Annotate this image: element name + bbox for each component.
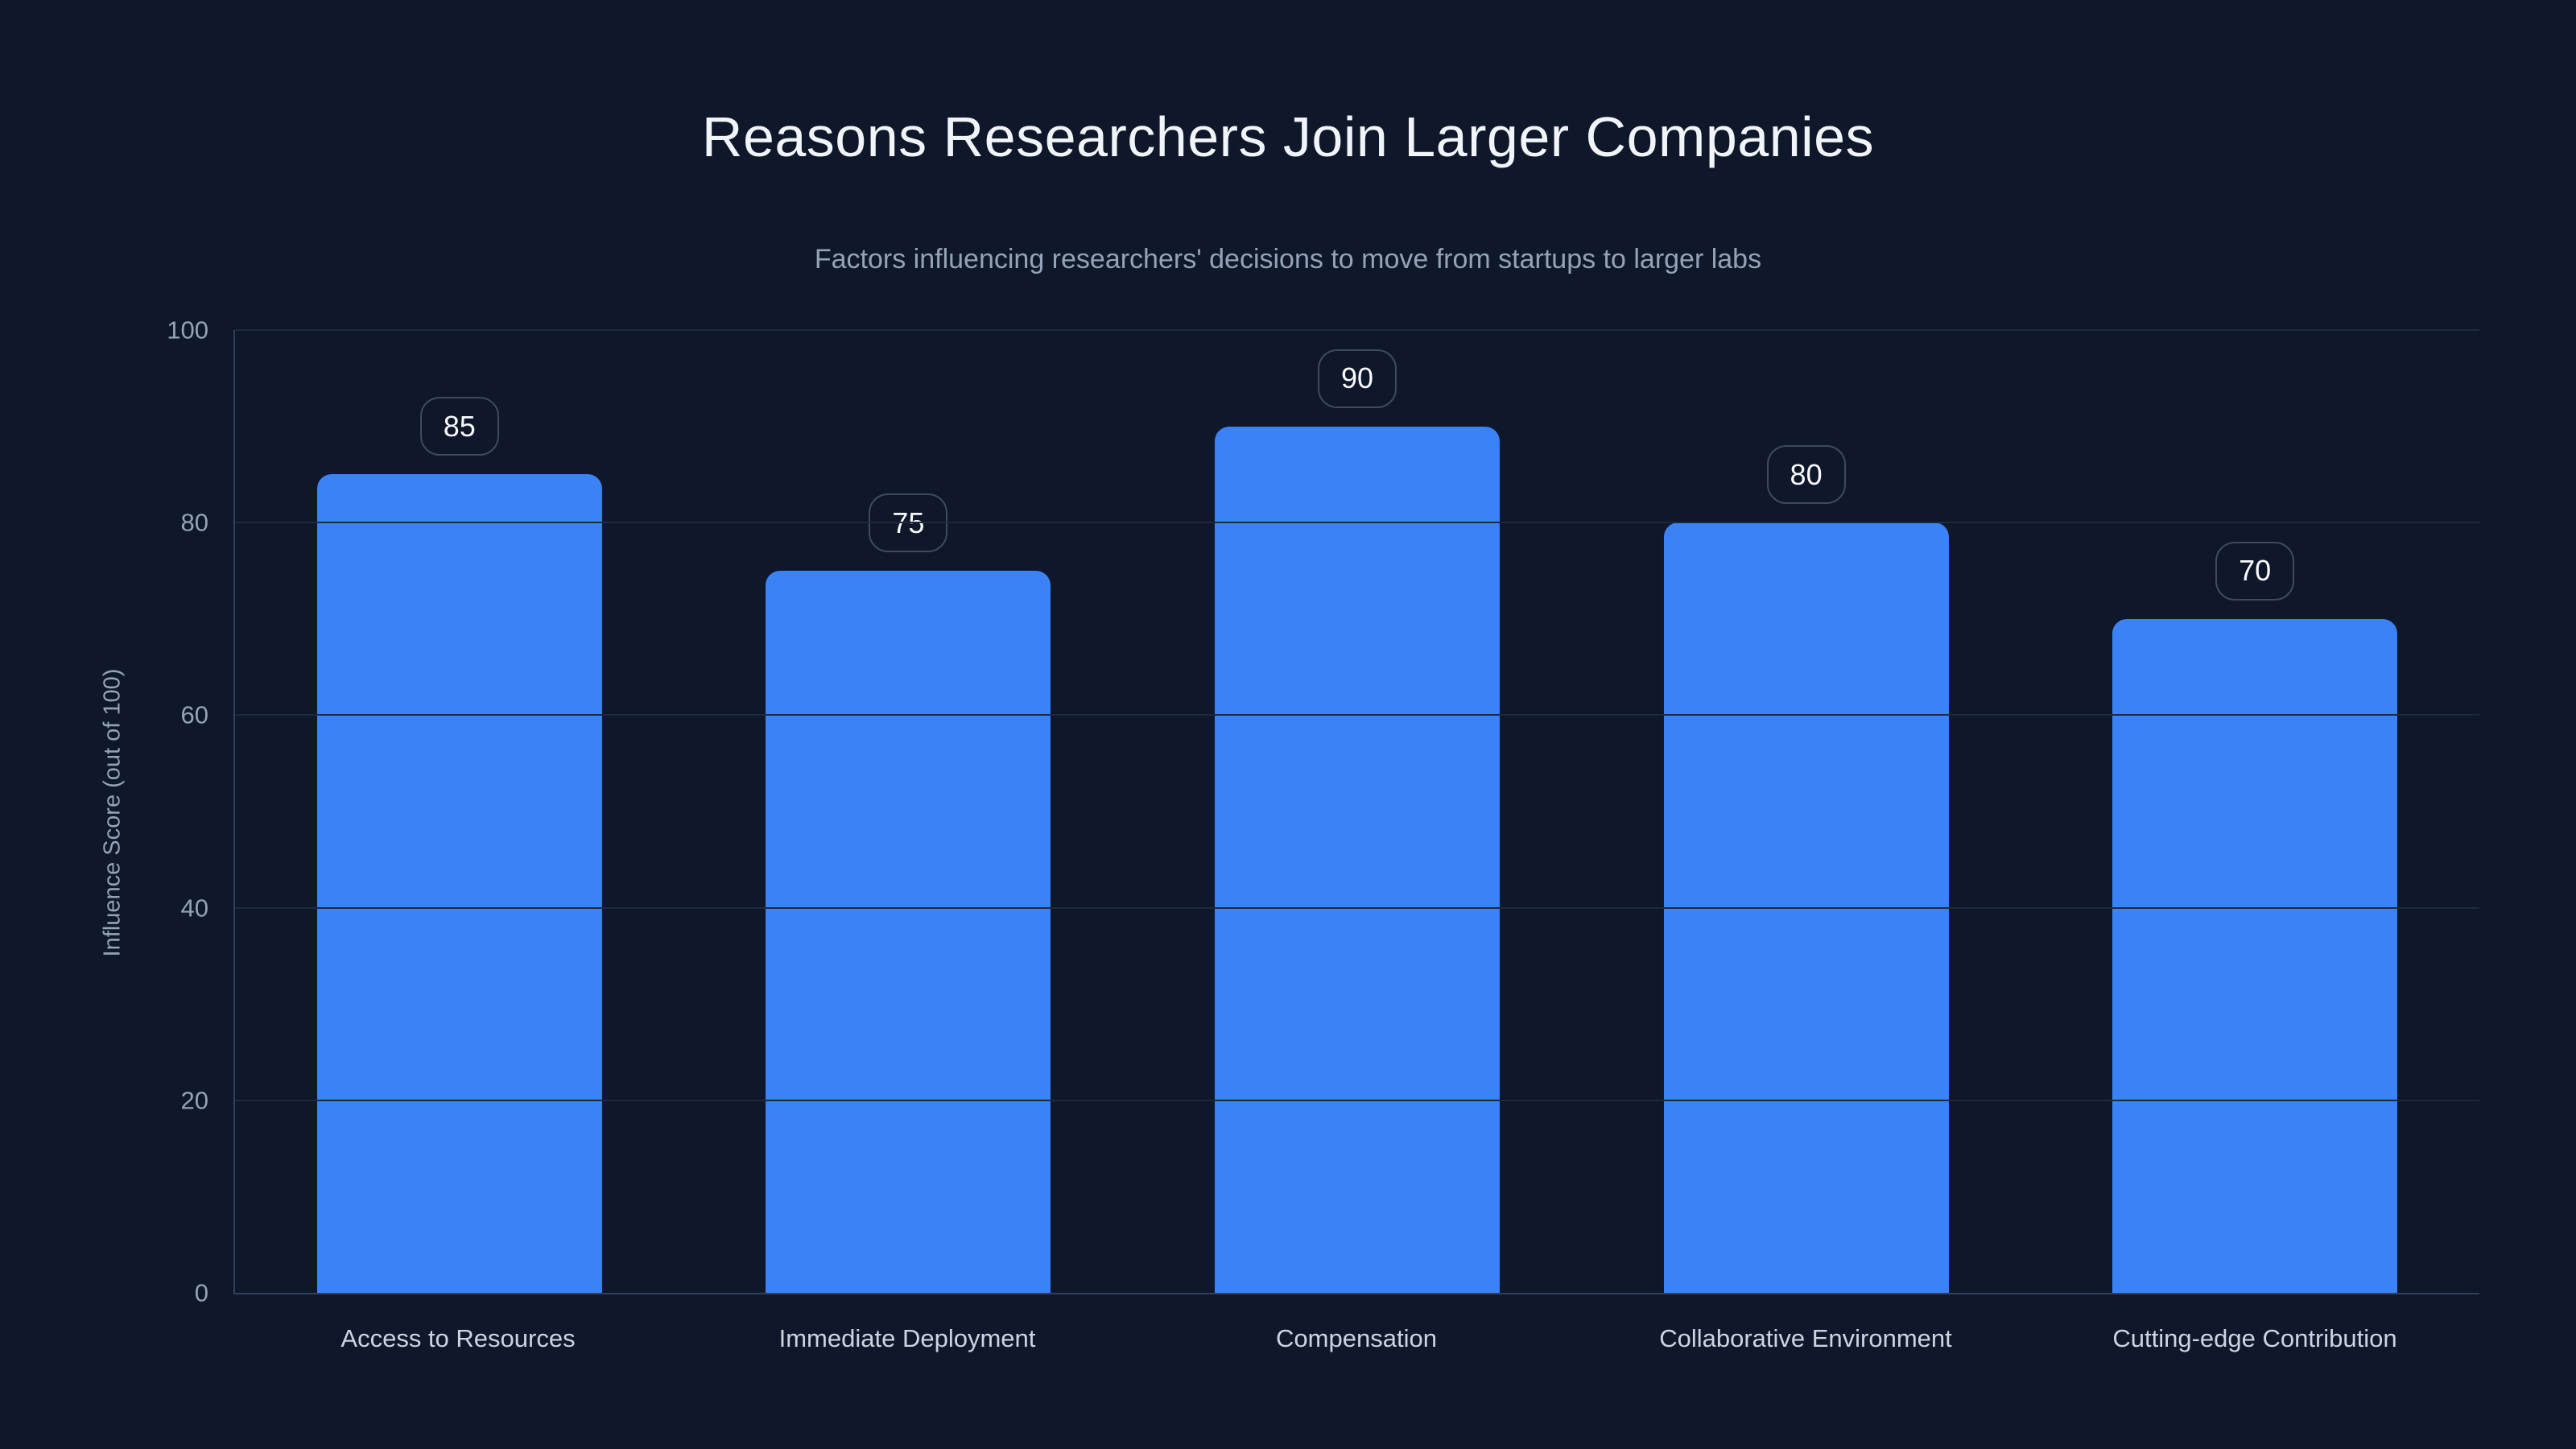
x-axis-label: Immediate Deployment — [778, 1324, 1036, 1352]
y-tick-label: 100 — [167, 316, 208, 345]
value-badge: 80 — [1766, 445, 1846, 505]
bar — [1214, 426, 1501, 1293]
y-tick-label: 80 — [180, 508, 208, 537]
plot-area: 85 75 90 80 70 0 20 40 60 80 100 — [167, 318, 2479, 1306]
x-axis-label: Cutting-edge Contribution — [2112, 1324, 2397, 1352]
gridline — [235, 522, 2479, 524]
gridline — [235, 329, 2479, 331]
chart-subtitle: Factors influencing researchers' decisio… — [814, 244, 1762, 275]
value-badge: 90 — [1317, 349, 1397, 408]
x-axis-labels: Access to Resources Immediate Deployment C… — [233, 1324, 2479, 1353]
bar-slot: 80 — [1582, 330, 2031, 1293]
x-axis-label: Access to Resources — [341, 1324, 576, 1352]
gridline — [235, 714, 2479, 716]
y-tick-label: 60 — [180, 700, 208, 729]
bar-slot: 75 — [684, 330, 1133, 1293]
value-badge: 70 — [2215, 541, 2295, 601]
x-axis-label: Compensation — [1276, 1324, 1437, 1352]
y-tick-label: 0 — [194, 1278, 208, 1307]
y-axis-title: Influence Score (out of 100) — [99, 668, 126, 956]
value-badge: 85 — [419, 397, 499, 456]
y-tick-label: 40 — [180, 894, 208, 923]
bar — [2112, 618, 2398, 1293]
bar-slot: 90 — [1133, 330, 1582, 1293]
bar-slot: 70 — [2030, 330, 2479, 1293]
bar — [316, 474, 602, 1293]
y-tick-label: 20 — [180, 1086, 208, 1115]
x-axis-label: Collaborative Environment — [1659, 1324, 1952, 1352]
gridline — [235, 906, 2479, 909]
bar-slot: 85 — [235, 330, 684, 1293]
bar-slots: 85 75 90 80 70 — [235, 330, 2479, 1293]
y-axis-title-container: Influence Score (out of 100) — [48, 330, 177, 1294]
chart-title: Reasons Researchers Join Larger Companie… — [701, 105, 1875, 168]
gridline — [235, 1099, 2479, 1101]
bar — [766, 571, 1051, 1293]
